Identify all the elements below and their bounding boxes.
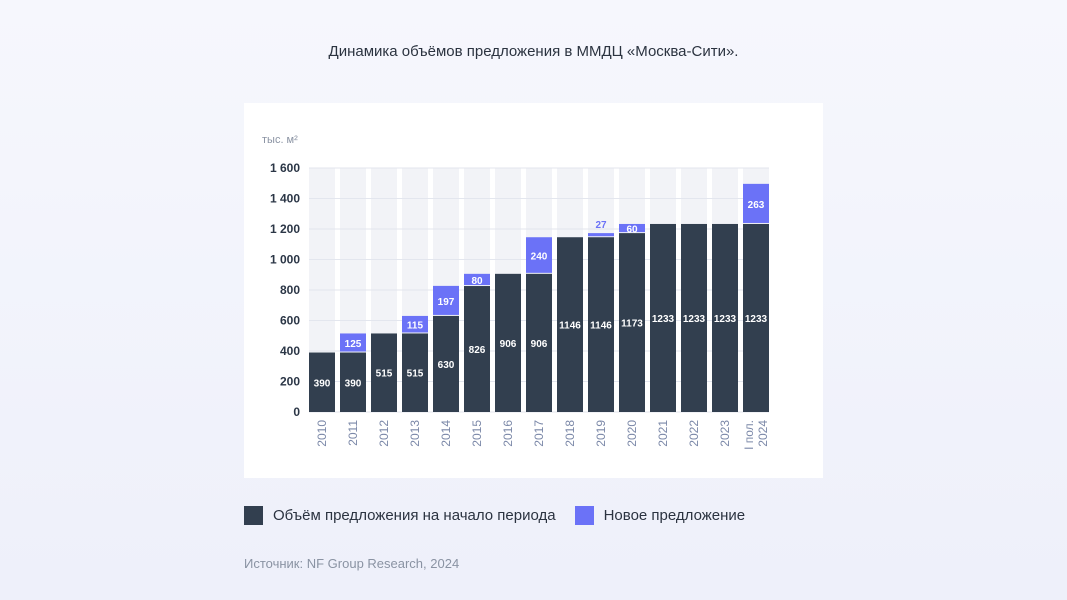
bar-new xyxy=(588,233,614,237)
y-tick-label: 1 600 xyxy=(270,161,300,175)
bar-base-label: 1146 xyxy=(590,321,612,332)
bar-base-label: 1146 xyxy=(559,321,581,332)
stacked-bar-chart: тыс. м² 0 200 400 600 800 1 000 1 200 1 400 1 600… xyxy=(262,134,770,450)
bar-new-label: 80 xyxy=(471,276,483,287)
bar-base-label: 1233 xyxy=(714,314,737,325)
y-tick-label: 1 000 xyxy=(270,253,300,267)
bar-base-label: 515 xyxy=(376,369,393,380)
x-tick-label: 2014 xyxy=(439,420,453,447)
bar-new xyxy=(433,285,459,315)
source-note: Источник: NF Group Research, 2024 xyxy=(244,556,460,571)
y-tick-label: 0 xyxy=(293,405,300,419)
bar-base-label: 1233 xyxy=(652,314,675,325)
bar-base xyxy=(588,237,614,412)
x-tick-label: 2017 xyxy=(532,420,546,447)
x-tick-label: 2021 xyxy=(656,420,670,447)
bar-base xyxy=(557,237,583,412)
bar-base-label: 390 xyxy=(345,378,362,389)
bar-new xyxy=(526,237,552,273)
x-tick-label: 2024 xyxy=(756,420,770,447)
y-unit-label: тыс. м² xyxy=(262,134,298,146)
y-tick-label: 800 xyxy=(280,283,300,297)
bar-new-label: 115 xyxy=(407,321,424,332)
x-tick-label: 2012 xyxy=(377,420,391,447)
x-tick-label: 2015 xyxy=(470,420,484,447)
legend-label-base: Объём предложения на начало периода xyxy=(273,507,556,524)
chart-card: тыс. м² 0 200 400 600 800 1 000 1 200 1 400 1 600… xyxy=(244,103,823,478)
bar-new-label: 27 xyxy=(595,220,607,231)
chart-title: Динамика объёмов предложения в ММДЦ «Мос… xyxy=(328,43,739,60)
bar-base-label: 1233 xyxy=(745,314,768,325)
bar-base xyxy=(712,223,738,412)
y-tick-label: 1 400 xyxy=(270,192,300,206)
bar-new xyxy=(402,315,428,333)
bar-base-label: 1233 xyxy=(683,314,706,325)
bar-new-label: 240 xyxy=(531,252,548,263)
legend-item-new: Новое предложение xyxy=(574,506,746,525)
bar-base xyxy=(526,273,552,412)
bar-base-label: 826 xyxy=(469,345,486,356)
bar-base-label: 1173 xyxy=(621,319,643,330)
x-tick-label: 2011 xyxy=(346,420,360,446)
bar-new xyxy=(340,333,366,352)
legend-swatch-base xyxy=(244,506,263,525)
legend: Объём предложения на начало периода Ново… xyxy=(244,506,764,525)
bar-base xyxy=(650,223,676,412)
x-tick-label: 2020 xyxy=(625,420,639,447)
bar-base-label: 906 xyxy=(531,339,548,350)
x-tick-label: 2023 xyxy=(718,420,732,447)
y-tick-label: 400 xyxy=(280,344,300,358)
bar-base xyxy=(743,223,769,412)
bar-new xyxy=(619,223,645,233)
bar-base xyxy=(433,315,459,412)
bar-base xyxy=(495,273,521,412)
bar-new xyxy=(464,273,490,286)
bar-new-label: 60 xyxy=(626,225,638,236)
bar-base-label: 906 xyxy=(500,339,517,350)
bar-base xyxy=(340,352,366,412)
bar-base xyxy=(464,286,490,412)
x-tick-label: 2010 xyxy=(315,420,329,447)
x-tick-label: 2022 xyxy=(687,420,701,447)
y-tick-label: 200 xyxy=(280,375,300,389)
bar-base xyxy=(402,333,428,412)
bar-new-label: 263 xyxy=(748,200,765,211)
bar-base-label: 630 xyxy=(438,360,455,371)
bar-base xyxy=(309,352,335,412)
x-tick-label: 2013 xyxy=(408,420,422,447)
x-tick-label: I пол. xyxy=(742,420,756,450)
y-tick-label: 600 xyxy=(280,314,300,328)
legend-item-base: Объём предложения на начало периода xyxy=(244,506,556,525)
bar-base xyxy=(619,233,645,412)
bar-base xyxy=(371,333,397,412)
bar-new-label: 197 xyxy=(438,297,455,308)
bar-base-label: 390 xyxy=(314,378,331,389)
bar-base-label: 515 xyxy=(407,369,424,380)
y-tick-label: 1 200 xyxy=(270,222,300,236)
bar-base xyxy=(681,223,707,412)
legend-label-new: Новое предложение xyxy=(603,507,746,524)
x-tick-label: 2016 xyxy=(501,420,515,447)
x-tick-label: 2018 xyxy=(563,420,577,447)
x-tick-label: 2019 xyxy=(594,420,608,447)
bar-new-label: 125 xyxy=(345,339,362,350)
bar-new xyxy=(743,183,769,223)
legend-swatch-new xyxy=(574,506,594,525)
